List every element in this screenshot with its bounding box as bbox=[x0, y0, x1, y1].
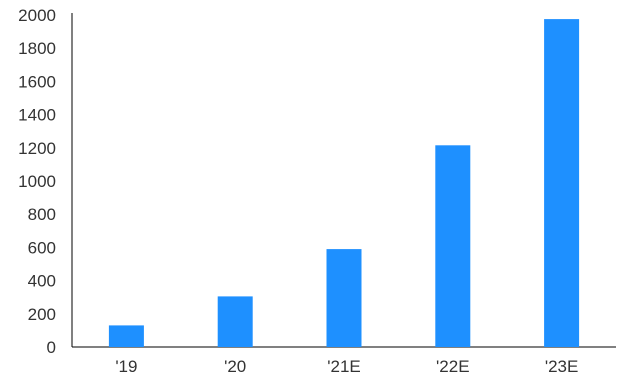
y-tick-label: 600 bbox=[28, 238, 56, 257]
x-tick-labels: '19 '20 '21E '22E '23E bbox=[115, 357, 578, 376]
y-tick-label: 1000 bbox=[18, 172, 56, 191]
y-tick-label: 0 bbox=[47, 338, 56, 357]
bar bbox=[326, 249, 362, 347]
bar bbox=[217, 296, 253, 347]
bar bbox=[108, 325, 144, 347]
x-tick-label: '22E bbox=[436, 357, 470, 376]
y-tick-label: 1400 bbox=[18, 106, 56, 125]
bars bbox=[108, 19, 580, 347]
y-tick-label: 400 bbox=[28, 272, 56, 291]
y-tick-label: 2000 bbox=[18, 6, 56, 25]
x-tick-label: '20 bbox=[224, 357, 246, 376]
x-tick-label: '19 bbox=[115, 357, 137, 376]
x-tick-label: '23E bbox=[545, 357, 579, 376]
y-tick-label: 1600 bbox=[18, 72, 56, 91]
bar bbox=[544, 19, 580, 347]
bar bbox=[435, 145, 471, 347]
y-tick-label: 200 bbox=[28, 305, 56, 324]
y-tick-label: 1200 bbox=[18, 139, 56, 158]
x-tick-label: '21E bbox=[327, 357, 361, 376]
y-tick-label: 800 bbox=[28, 205, 56, 224]
y-axis: 0 200 400 600 800 1000 1200 1400 1600 1800 2000 bbox=[18, 6, 73, 357]
y-tick-label: 1800 bbox=[18, 39, 56, 58]
